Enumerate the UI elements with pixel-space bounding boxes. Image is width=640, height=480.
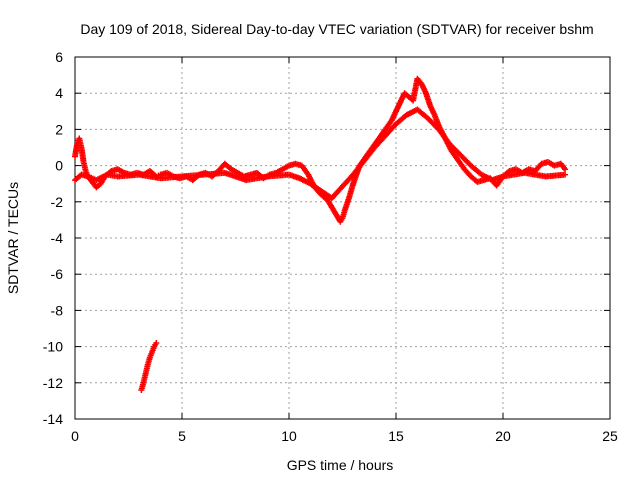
x-tick-label: 5 xyxy=(178,428,186,444)
main-track-point xyxy=(562,166,569,173)
early-outlier-segment-point xyxy=(153,339,160,346)
x-tick-label: 25 xyxy=(602,428,618,444)
x-axis-label: GPS time / hours xyxy=(287,457,394,473)
y-tick-label: 6 xyxy=(55,49,63,65)
y-tick-label: -6 xyxy=(51,266,64,282)
x-tick-label: 15 xyxy=(388,428,404,444)
chart-title: Day 109 of 2018, Sidereal Day-to-day VTE… xyxy=(80,21,593,37)
y-tick-label: -8 xyxy=(51,302,64,318)
y-tick-label: -2 xyxy=(51,194,64,210)
y-tick-label: 4 xyxy=(55,85,63,101)
y-tick-label: -4 xyxy=(51,230,64,246)
data-points xyxy=(72,75,569,394)
y-tick-label: -14 xyxy=(43,411,63,427)
y-tick-label: -10 xyxy=(43,339,63,355)
lower-track-point xyxy=(562,171,569,178)
y-tick-label: 2 xyxy=(55,121,63,137)
y-tick-label: -12 xyxy=(43,375,63,391)
x-tick-label: 20 xyxy=(495,428,511,444)
grid-lines xyxy=(75,57,610,419)
x-tick-label: 10 xyxy=(281,428,297,444)
y-axis-label: SDTVAR / TECUs xyxy=(5,182,21,294)
y-tick-label: 0 xyxy=(55,158,63,174)
axis-ticks: 0 5 10 15 20 25 -14 -12 -10 -8 -6 -4 -2 0 2 4 6 xyxy=(43,49,618,444)
x-tick-label: 0 xyxy=(71,428,79,444)
